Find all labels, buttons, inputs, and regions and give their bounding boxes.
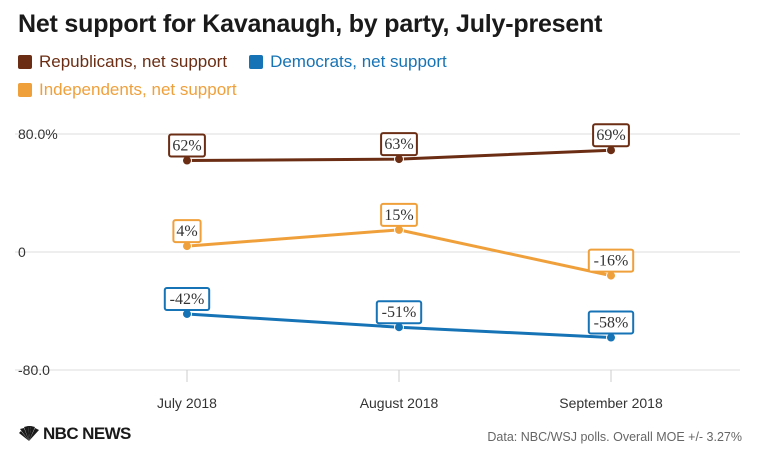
data-label-box (587, 310, 635, 335)
data-label: 62% (172, 138, 201, 155)
source-note: Data: NBC/WSJ polls. Overall MOE +/- 3.2… (487, 430, 742, 444)
data-label: -58% (594, 315, 629, 332)
legend-item-independents: Independents, net support (18, 80, 237, 100)
legend-swatch-independents (18, 83, 32, 97)
legend-item-democrats: Democrats, net support (249, 52, 447, 72)
data-label-box (380, 132, 418, 157)
legend-item-republicans: Republicans, net support (18, 52, 227, 72)
peacock-icon (19, 426, 39, 441)
legend-row-1: Republicans, net support Democrats, net … (18, 52, 447, 72)
legend-swatch-democrats (249, 55, 264, 69)
data-label-box (163, 286, 211, 311)
x-tick-label: August 2018 (360, 395, 439, 411)
data-label: 63% (384, 136, 413, 153)
data-label-box (172, 219, 202, 244)
data-label-box (168, 133, 206, 158)
y-tick-label: 0 (18, 244, 26, 260)
legend-label-independents: Independents, net support (39, 80, 237, 99)
y-tick-label: 80.0% (18, 126, 58, 142)
chart-title: Net support for Kavanaugh, by party, Jul… (18, 10, 603, 38)
data-label: 4% (176, 223, 197, 240)
legend-label-republicans: Republicans, net support (39, 52, 228, 71)
data-label: -51% (382, 304, 417, 321)
data-label-box (592, 123, 630, 148)
legend-label-democrats: Democrats, net support (270, 52, 447, 71)
series-line (186, 228, 612, 278)
nbc-news-logo: NBC NEWS (18, 424, 131, 444)
data-label-box (380, 202, 418, 227)
x-tick-label: July 2018 (157, 395, 217, 411)
data-label: 69% (596, 127, 625, 144)
data-label: -42% (170, 291, 205, 308)
data-label-box (375, 300, 423, 325)
data-label-box (587, 248, 635, 273)
y-tick-label: -80.0 (18, 362, 50, 378)
legend-swatch-republicans (18, 55, 32, 69)
legend-row-2: Independents, net support (18, 80, 237, 100)
data-label: -16% (594, 253, 629, 270)
x-tick-label: September 2018 (559, 395, 663, 411)
brand-name: NBC NEWS (43, 424, 131, 443)
data-label: 15% (384, 207, 413, 224)
